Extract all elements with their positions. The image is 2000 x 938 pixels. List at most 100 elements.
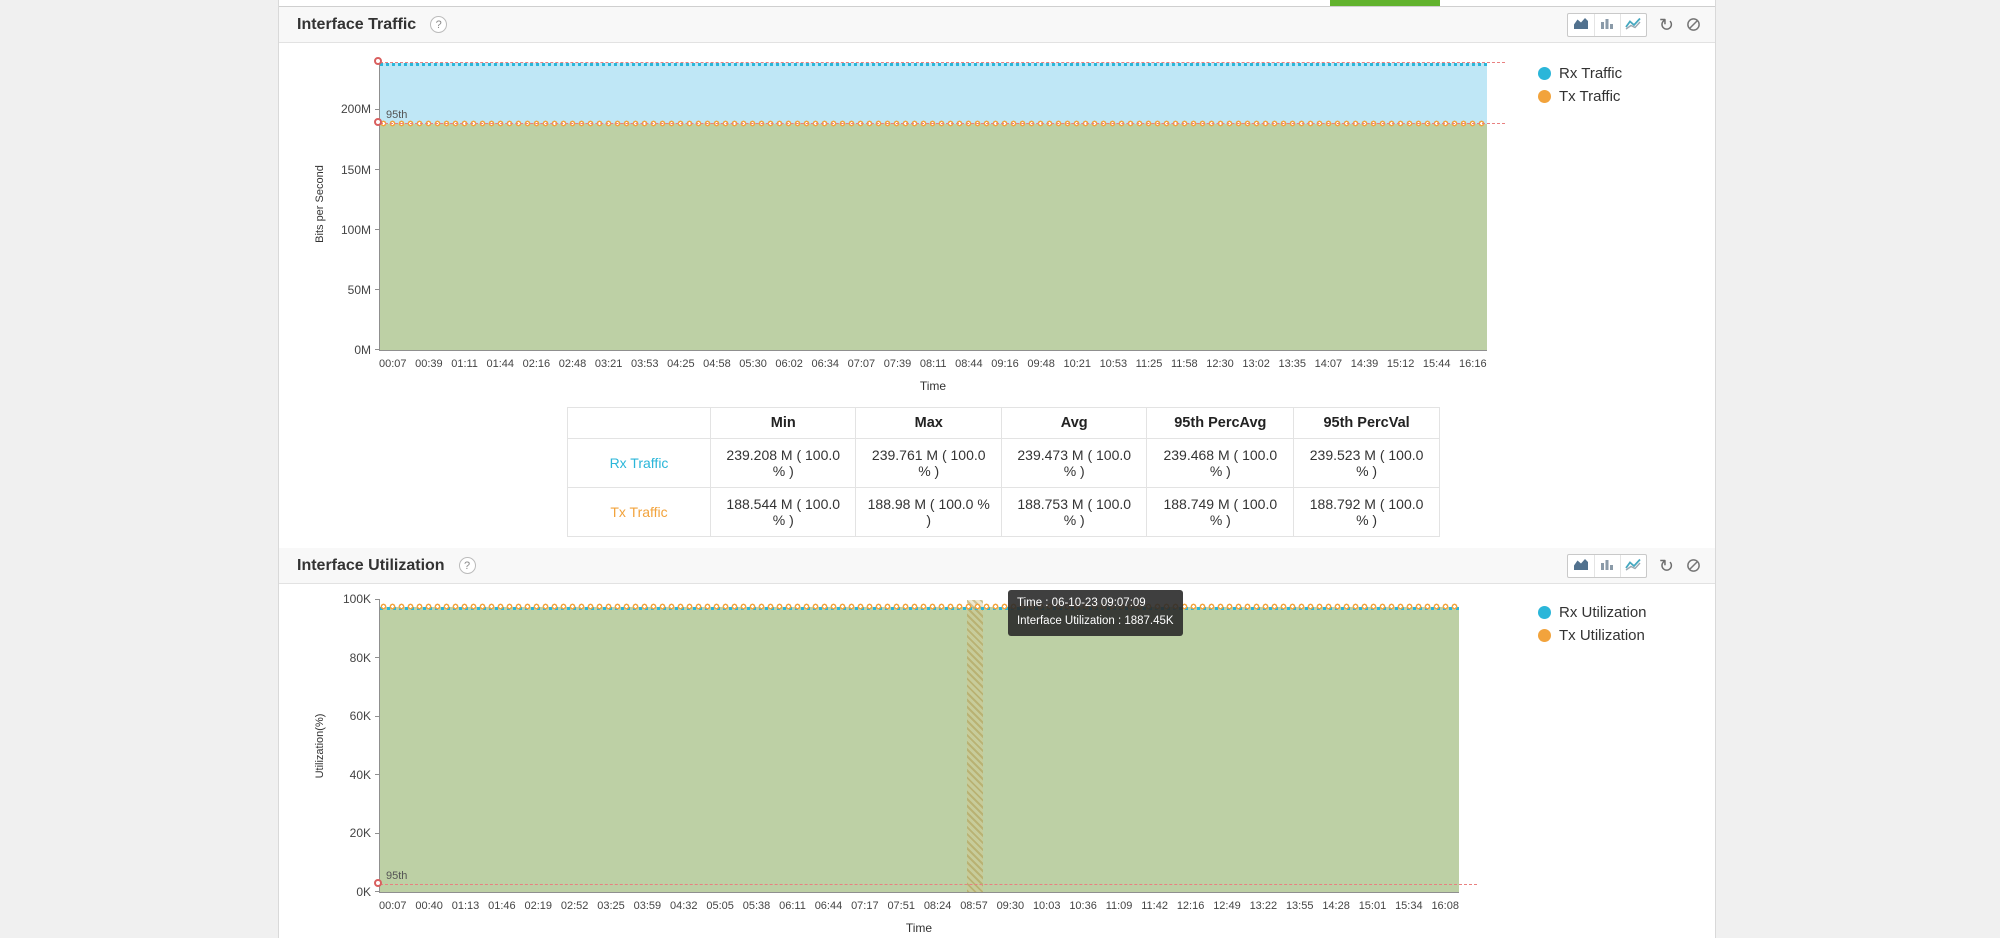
legend-item-tx-utilization[interactable]: Tx Utilization (1538, 627, 1647, 644)
chart-type-bar-button[interactable] (1593, 554, 1620, 577)
percentile-95-marker (374, 117, 382, 126)
x-axis-tick-label: 12:49 (1213, 900, 1241, 912)
y-axis-tick-label: 80K (349, 650, 371, 665)
chart-tooltip: Time : 06-10-23 09:07:09 Interface Utili… (1007, 590, 1183, 636)
refresh-icon[interactable]: ↻ (1658, 555, 1674, 576)
x-axis-tick-label: 03:25 (597, 900, 625, 912)
y-axis-tick-mark (375, 774, 380, 776)
traffic-stats-table: Min Max Avg 95th PercAvg 95th PercVal Rx Traf… (567, 407, 1440, 537)
x-axis-tick-label: 06:02 (775, 358, 803, 370)
utilization-plot-area[interactable]: Time : 06-10-23 09:07:09 Interface Utili… (374, 590, 1477, 893)
y-axis-tick-label: 50M (347, 282, 371, 297)
stats-column-header: Avg (1000, 407, 1148, 439)
x-axis-tick-label: 09:16 (991, 358, 1019, 370)
y-axis-tick-mark (375, 715, 380, 717)
active-tab-indicator (1330, 0, 1440, 6)
stat-value-cell: 239.468 M ( 100.0 % ) (1146, 438, 1295, 488)
chart-type-area-button[interactable] (1568, 14, 1594, 36)
utilization-panel-header: Interface Utilization ? ↻ (279, 548, 1715, 584)
clear-icon[interactable] (1686, 17, 1701, 32)
legend-item-tx-traffic[interactable]: Tx Traffic (1538, 88, 1622, 105)
stat-value-cell: 188.749 M ( 100.0 % ) (1146, 487, 1295, 537)
x-axis-tick-label: 13:02 (1242, 358, 1270, 370)
stat-value-cell: 239.761 M ( 100.0 % ) (855, 438, 1002, 488)
y-axis-tick-label: 0K (356, 885, 371, 899)
y-axis-title: Bits per Second (314, 165, 326, 243)
x-axis-tick-label: 11:42 (1141, 900, 1168, 912)
line-chart-icon (1625, 16, 1642, 33)
chart-type-switcher (1566, 12, 1647, 37)
x-axis-tick-label: 11:09 (1105, 900, 1133, 912)
x-axis-tick-label: 15:44 (1422, 358, 1451, 370)
y-axis-tick-mark (375, 657, 380, 659)
x-axis-tick-label: 00:07 (379, 900, 407, 912)
bar-chart-icon (1599, 16, 1615, 33)
y-axis-tick-label: 200M (340, 102, 371, 117)
x-axis-tick-label: 03:59 (633, 900, 662, 912)
x-axis: 00:07 00:40 01:13 01:46 02:19 02:52 03:25 03:59… (379, 900, 1459, 912)
y-axis-tick-label: 100K (342, 592, 371, 606)
chart-type-line-button[interactable] (1619, 13, 1646, 36)
stats-column-header: Min (709, 407, 857, 439)
tx-utilization-dot (1538, 629, 1551, 642)
chart-type-bar-button[interactable] (1593, 13, 1620, 36)
tx-traffic-dot (1538, 90, 1551, 103)
percentile-95-line (374, 56, 1505, 65)
help-icon[interactable]: ? (458, 557, 476, 574)
x-axis-title: Time (905, 921, 933, 935)
x-axis-tick-label: 08:24 (923, 900, 952, 912)
legend-item-rx-traffic[interactable]: Rx Traffic (1538, 65, 1622, 82)
stats-row-rx-traffic: Rx Traffic 239.208 M ( 100.0 % ) 239.761 M… (567, 438, 1440, 488)
x-axis-tick-label: 11:25 (1135, 358, 1163, 370)
x-axis-tick-label: 00:07 (379, 358, 407, 370)
traffic-chart-region: Bits per Second 0M 50M 100M 150M 200M 95th 0… (279, 43, 1715, 548)
x-axis-tick-label: 02:19 (524, 900, 553, 912)
series-area-tx-utilization (380, 607, 1459, 892)
clear-icon[interactable] (1686, 558, 1701, 573)
rx-traffic-dot (1538, 67, 1551, 80)
stat-value-cell: 239.523 M ( 100.0 % ) (1293, 438, 1440, 488)
series-line-tx-utilization (380, 603, 1459, 611)
x-axis-tick-label: 09:30 (996, 900, 1025, 912)
bar-chart-icon (1599, 557, 1615, 574)
x-axis: 00:07 00:39 01:11 01:44 02:16 02:48 03:21 03:53… (379, 358, 1487, 370)
x-axis-tick-label: 10:21 (1063, 358, 1091, 370)
x-axis-tick-label: 14:07 (1314, 358, 1343, 370)
chart-type-area-button[interactable] (1568, 555, 1594, 577)
legend-label: Rx Traffic (1559, 65, 1623, 82)
chart-type-line-button[interactable] (1619, 554, 1646, 577)
series-name-cell[interactable]: Tx Traffic (567, 487, 711, 537)
stats-header-row: Min Max Avg 95th PercAvg 95th PercVal (567, 407, 1440, 439)
legend-item-rx-utilization[interactable]: Rx Utilization (1538, 604, 1647, 621)
x-axis-tick-label: 10:36 (1069, 900, 1097, 912)
x-axis-tick-label: 14:28 (1322, 900, 1350, 912)
help-icon[interactable]: ? (430, 16, 448, 33)
percentile-95-line: 95th (374, 109, 1505, 126)
y-axis-tick-label: 60K (349, 709, 371, 724)
x-axis-tick-label: 08:44 (955, 358, 983, 370)
traffic-plot-area[interactable]: 95th (374, 56, 1505, 351)
y-axis-tick-label: 40K (349, 767, 371, 782)
x-axis-tick-label: 07:07 (847, 358, 876, 370)
x-axis-tick-label: 05:05 (706, 900, 734, 912)
y-axis: 0M 50M 100M 150M 200M (335, 58, 375, 357)
legend-label: Tx Traffic (1559, 88, 1621, 105)
tooltip-value: Interface Utilization : 1887.45K (1016, 614, 1174, 627)
x-axis-tick-label: 12:30 (1206, 358, 1234, 370)
percentile-95-marker (374, 878, 382, 887)
series-name-cell[interactable]: Rx Traffic (567, 438, 711, 488)
x-axis-tick-label: 16:08 (1431, 900, 1459, 912)
x-axis-tick-label: 03:53 (630, 358, 659, 370)
y-axis-tick-mark (375, 229, 380, 231)
y-axis-tick-mark (375, 109, 380, 111)
percentile-95-label: 95th (386, 108, 408, 121)
x-axis-tick-label: 09:48 (1027, 358, 1055, 370)
x-axis-tick-label: 06:11 (779, 900, 806, 912)
y-axis-title: Utilization(%) (314, 713, 326, 779)
x-axis-tick-label: 04:58 (703, 358, 731, 370)
refresh-icon[interactable]: ↻ (1658, 14, 1674, 35)
stats-row-tx-traffic: Tx Traffic 188.544 M ( 100.0 % ) 188.98 M … (567, 487, 1440, 537)
panel-title: Interface Utilization (297, 556, 445, 574)
dashboard-container: Interface Traffic ? ↻ Bits per Second 0M… (278, 0, 1716, 938)
stat-value-cell: 239.208 M ( 100.0 % ) (709, 438, 857, 488)
